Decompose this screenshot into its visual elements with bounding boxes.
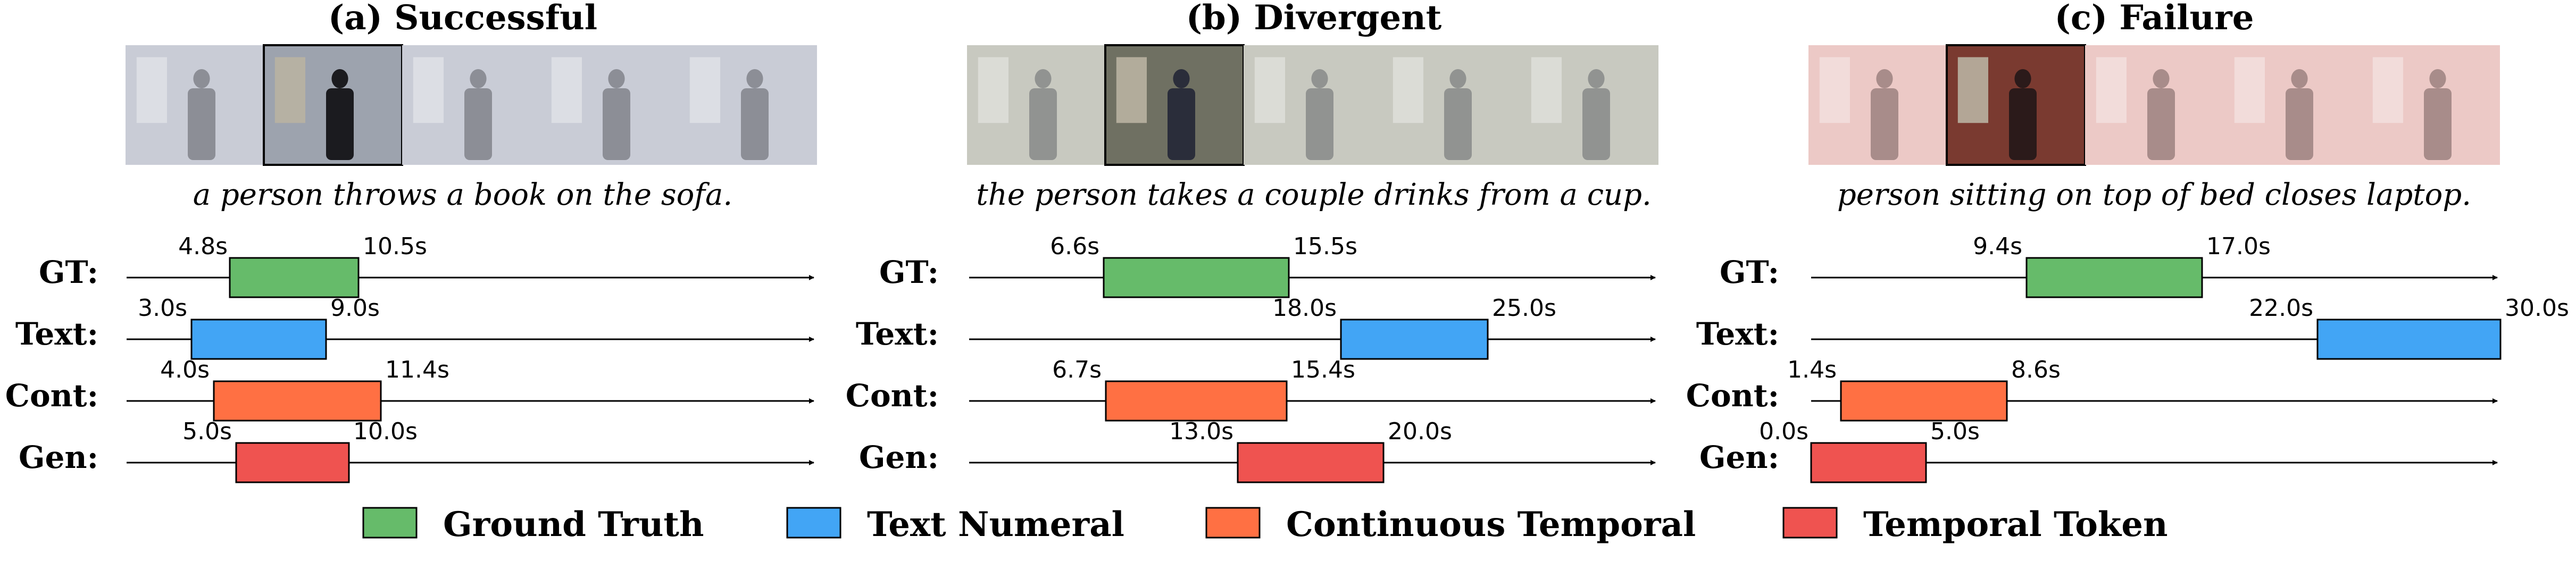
start-time-gt: 9.4s bbox=[1973, 233, 2022, 260]
legend-item-continuous-temporal: Continuous Temporal bbox=[1205, 505, 1696, 545]
row-label-cont: Cont: bbox=[5, 378, 98, 414]
video-frame bbox=[1520, 45, 1658, 165]
legend-label: Ground Truth bbox=[443, 505, 704, 545]
row-label-gen: Gen: bbox=[19, 439, 98, 475]
panel-divergent: (b) Divergent the person takes a couple … bbox=[846, 0, 1658, 483]
start-time-text: 3.0s bbox=[138, 295, 187, 322]
video-frame bbox=[402, 45, 540, 165]
panel-title: (a) Successful bbox=[328, 0, 597, 38]
start-time-gen: 0.0s bbox=[1759, 418, 1808, 445]
start-time-gt: 6.6s bbox=[1050, 233, 1099, 260]
video-frame-highlighted bbox=[1946, 44, 2086, 166]
legend-swatch bbox=[362, 507, 418, 539]
video-frame bbox=[679, 45, 817, 165]
start-time-gt: 4.8s bbox=[178, 233, 228, 260]
video-frames-strip bbox=[967, 44, 1658, 166]
video-frame bbox=[2085, 45, 2223, 165]
row-label-cont: Cont: bbox=[846, 378, 939, 414]
end-time-gen: 5.0s bbox=[1930, 418, 1980, 445]
video-frame-highlighted bbox=[263, 44, 403, 166]
video-frame bbox=[967, 45, 1105, 165]
interval-bar-gen bbox=[1810, 442, 1927, 483]
legend-swatch bbox=[786, 507, 841, 539]
query-caption: a person throws a book on the sofa. bbox=[193, 178, 732, 212]
legend: Ground Truth Text Numeral Continuous Tem… bbox=[362, 505, 2168, 545]
interval-bar-gt bbox=[1103, 257, 1290, 298]
row-label-gt: GT: bbox=[879, 254, 939, 290]
row-label-gt: GT: bbox=[39, 254, 98, 290]
end-time-gt: 15.5s bbox=[1293, 233, 1357, 260]
row-label-text: Text: bbox=[856, 316, 939, 352]
interval-bar-gen bbox=[235, 442, 350, 483]
end-time-cont: 8.6s bbox=[2011, 356, 2061, 383]
panel-title: (c) Failure bbox=[2055, 0, 2254, 38]
legend-label: Temporal Token bbox=[1863, 505, 2168, 545]
interval-bar-cont bbox=[1840, 380, 2008, 422]
row-label-gen: Gen: bbox=[1699, 439, 1779, 475]
interval-bar-cont bbox=[1105, 380, 1288, 422]
start-time-cont: 4.0s bbox=[160, 356, 210, 383]
interval-bar-text bbox=[1340, 319, 1489, 360]
row-label-gt: GT: bbox=[1720, 254, 1779, 290]
end-time-text: 30.0s bbox=[2505, 295, 2569, 322]
video-frame bbox=[1244, 45, 1382, 165]
legend-swatch bbox=[1205, 507, 1261, 539]
video-frame bbox=[540, 45, 679, 165]
interval-bar-cont bbox=[213, 380, 382, 422]
panel-title: (b) Divergent bbox=[1186, 0, 1442, 38]
legend-item-text-numeral: Text Numeral bbox=[786, 505, 1124, 545]
video-frames-strip bbox=[1808, 44, 2500, 166]
interval-bar-text bbox=[190, 319, 327, 360]
video-frame bbox=[2362, 45, 2500, 165]
start-time-cont: 1.4s bbox=[1787, 356, 1837, 383]
end-time-gt: 10.5s bbox=[363, 233, 427, 260]
query-caption: person sitting on top of bed closes lapt… bbox=[1837, 178, 2471, 212]
interval-bar-gt bbox=[2025, 257, 2203, 298]
start-time-text: 18.0s bbox=[1272, 295, 1337, 322]
legend-item-temporal-token: Temporal Token bbox=[1782, 505, 2168, 545]
interval-bar-gen bbox=[1237, 442, 1385, 483]
interval-bar-text bbox=[2316, 319, 2502, 360]
legend-swatch bbox=[1782, 507, 1838, 539]
row-label-cont: Cont: bbox=[1686, 378, 1779, 414]
end-time-gt: 17.0s bbox=[2206, 233, 2271, 260]
video-frame bbox=[1382, 45, 1520, 165]
end-time-gen: 20.0s bbox=[1388, 418, 1452, 445]
legend-label: Text Numeral bbox=[867, 505, 1124, 545]
legend-label: Continuous Temporal bbox=[1286, 505, 1696, 545]
video-frame bbox=[2223, 45, 2362, 165]
start-time-text: 22.0s bbox=[2249, 295, 2313, 322]
end-time-text: 25.0s bbox=[1492, 295, 1556, 322]
end-time-text: 9.0s bbox=[330, 295, 380, 322]
interval-bar-gt bbox=[229, 257, 360, 298]
start-time-gen: 5.0s bbox=[182, 418, 232, 445]
row-label-text: Text: bbox=[15, 316, 98, 352]
end-time-cont: 11.4s bbox=[385, 356, 449, 383]
video-frames-strip bbox=[126, 44, 817, 166]
start-time-cont: 6.7s bbox=[1052, 356, 1102, 383]
video-frame bbox=[126, 45, 264, 165]
end-time-gen: 10.0s bbox=[353, 418, 418, 445]
row-label-text: Text: bbox=[1696, 316, 1779, 352]
legend-item-ground-truth: Ground Truth bbox=[362, 505, 704, 545]
start-time-gen: 13.0s bbox=[1169, 418, 1233, 445]
panel-failure: (c) Failure person sitting on top of bed… bbox=[1686, 0, 2569, 483]
query-caption: the person takes a couple drinks from a … bbox=[976, 178, 1652, 212]
end-time-cont: 15.4s bbox=[1291, 356, 1355, 383]
row-label-gen: Gen: bbox=[859, 439, 939, 475]
video-frame bbox=[1808, 45, 1947, 165]
video-frame-highlighted bbox=[1104, 44, 1245, 166]
panel-successful: (a) Successful a person throws a book on… bbox=[5, 0, 817, 483]
